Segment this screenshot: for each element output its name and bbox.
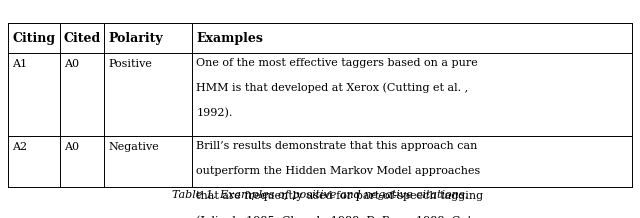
Text: Examples: Examples xyxy=(196,32,263,45)
Text: Positive: Positive xyxy=(109,59,153,69)
Text: outperform the Hidden Markov Model approaches: outperform the Hidden Markov Model appro… xyxy=(196,166,481,176)
Text: A2: A2 xyxy=(12,142,28,152)
Text: Brill’s results demonstrate that this approach can: Brill’s results demonstrate that this ap… xyxy=(196,141,478,151)
Text: 1992).: 1992). xyxy=(196,108,233,118)
Text: Polarity: Polarity xyxy=(109,32,163,45)
Text: Citing: Citing xyxy=(12,32,55,45)
Text: that are frequently used for part-of-speech tagging: that are frequently used for part-of-spe… xyxy=(196,191,484,201)
Text: Table 1. Examples of positive and negative citations.: Table 1. Examples of positive and negati… xyxy=(172,190,468,200)
Text: (Jelinek, 1985; Church, 1988; DeRose, 1988; Cut-: (Jelinek, 1985; Church, 1988; DeRose, 19… xyxy=(196,216,476,218)
Text: HMM is that developed at Xerox (Cutting et al. ,: HMM is that developed at Xerox (Cutting … xyxy=(196,83,468,93)
Text: A1: A1 xyxy=(12,59,28,69)
Text: A0: A0 xyxy=(64,59,79,69)
Text: Cited: Cited xyxy=(64,32,101,45)
Text: Negative: Negative xyxy=(109,142,159,152)
Text: One of the most effective taggers based on a pure: One of the most effective taggers based … xyxy=(196,58,478,68)
Text: A0: A0 xyxy=(64,142,79,152)
